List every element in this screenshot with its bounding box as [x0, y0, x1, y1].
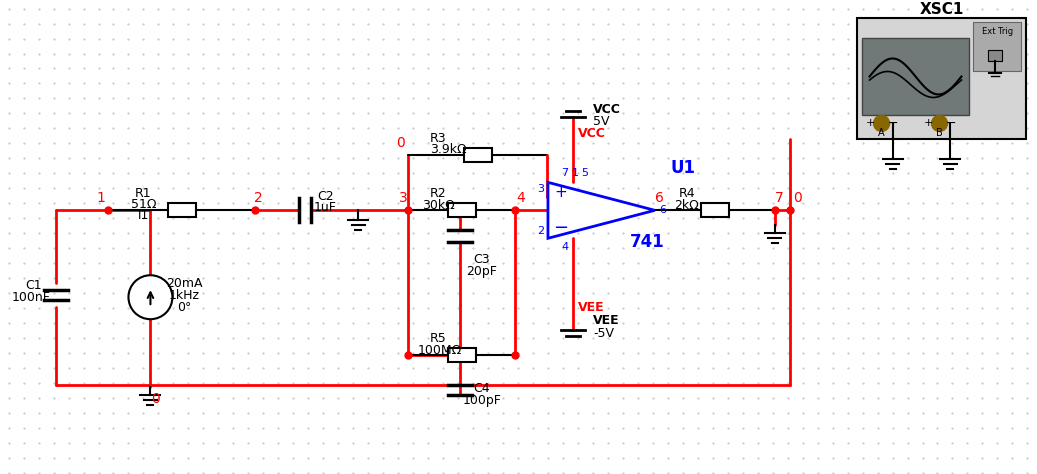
Text: C3: C3 — [474, 253, 491, 266]
Text: 2: 2 — [537, 226, 544, 237]
Text: XSC1: XSC1 — [920, 2, 963, 17]
Text: 30kΩ: 30kΩ — [422, 199, 454, 212]
Text: VCC: VCC — [578, 127, 606, 140]
Text: 1: 1 — [96, 191, 105, 205]
Text: 4: 4 — [561, 242, 568, 252]
Bar — [988, 49, 1003, 62]
Text: l1: l1 — [138, 209, 149, 222]
Text: A: A — [878, 128, 885, 138]
Text: 5V: 5V — [593, 115, 610, 128]
Bar — [448, 203, 476, 217]
Bar — [168, 203, 196, 217]
Text: C1: C1 — [25, 279, 41, 292]
Text: C2: C2 — [317, 190, 334, 203]
Text: 20mA: 20mA — [166, 277, 202, 290]
Text: VCC: VCC — [593, 103, 621, 116]
Text: 6: 6 — [655, 191, 665, 205]
Bar — [701, 203, 729, 217]
Text: 2kΩ: 2kΩ — [674, 199, 699, 212]
Text: +: + — [555, 185, 567, 200]
Text: B: B — [936, 128, 943, 138]
Text: 2: 2 — [254, 191, 262, 205]
Text: R5: R5 — [429, 332, 447, 345]
Circle shape — [931, 116, 948, 131]
Text: 1kHz: 1kHz — [169, 289, 200, 302]
Text: 1uF: 1uF — [314, 201, 337, 214]
Text: 20pF: 20pF — [467, 265, 498, 278]
Text: 100nF: 100nF — [12, 291, 51, 304]
Text: R2: R2 — [429, 187, 446, 200]
Circle shape — [129, 275, 172, 319]
Text: 5: 5 — [582, 168, 588, 178]
Text: −: − — [946, 117, 956, 130]
Text: U1: U1 — [670, 159, 695, 177]
Text: 7: 7 — [561, 168, 568, 178]
Text: 7: 7 — [776, 191, 784, 205]
Text: +: + — [924, 118, 933, 128]
Text: VEE: VEE — [578, 301, 605, 314]
Text: 100MΩ: 100MΩ — [418, 344, 463, 356]
Text: 0: 0 — [396, 137, 404, 150]
Bar — [974, 21, 1021, 72]
Text: -5V: -5V — [593, 327, 614, 340]
Text: R3: R3 — [429, 132, 446, 145]
Text: 4: 4 — [516, 191, 526, 205]
Text: 3: 3 — [399, 191, 408, 205]
Text: 3: 3 — [537, 184, 544, 194]
Text: Ext Trig: Ext Trig — [982, 27, 1013, 36]
Text: 6: 6 — [660, 205, 667, 215]
Text: +: + — [866, 118, 875, 128]
Text: 3.9kΩ: 3.9kΩ — [429, 143, 467, 156]
Text: −: − — [554, 219, 568, 237]
Text: R4: R4 — [678, 187, 695, 200]
Polygon shape — [548, 182, 654, 238]
Text: 0°: 0° — [177, 301, 192, 314]
Text: 1: 1 — [571, 168, 579, 178]
Text: 741: 741 — [629, 233, 665, 251]
Text: C4: C4 — [474, 382, 491, 394]
Text: 51Ω: 51Ω — [131, 198, 157, 211]
Circle shape — [873, 116, 890, 131]
Bar — [448, 348, 476, 362]
Bar — [862, 37, 970, 116]
Text: 0: 0 — [151, 392, 160, 406]
Text: −: − — [888, 117, 898, 130]
Bar — [857, 18, 1027, 139]
Text: 0: 0 — [793, 191, 802, 205]
Bar — [464, 148, 492, 163]
Text: VEE: VEE — [593, 314, 619, 327]
Text: 100pF: 100pF — [463, 393, 502, 407]
Text: R1: R1 — [135, 187, 151, 200]
